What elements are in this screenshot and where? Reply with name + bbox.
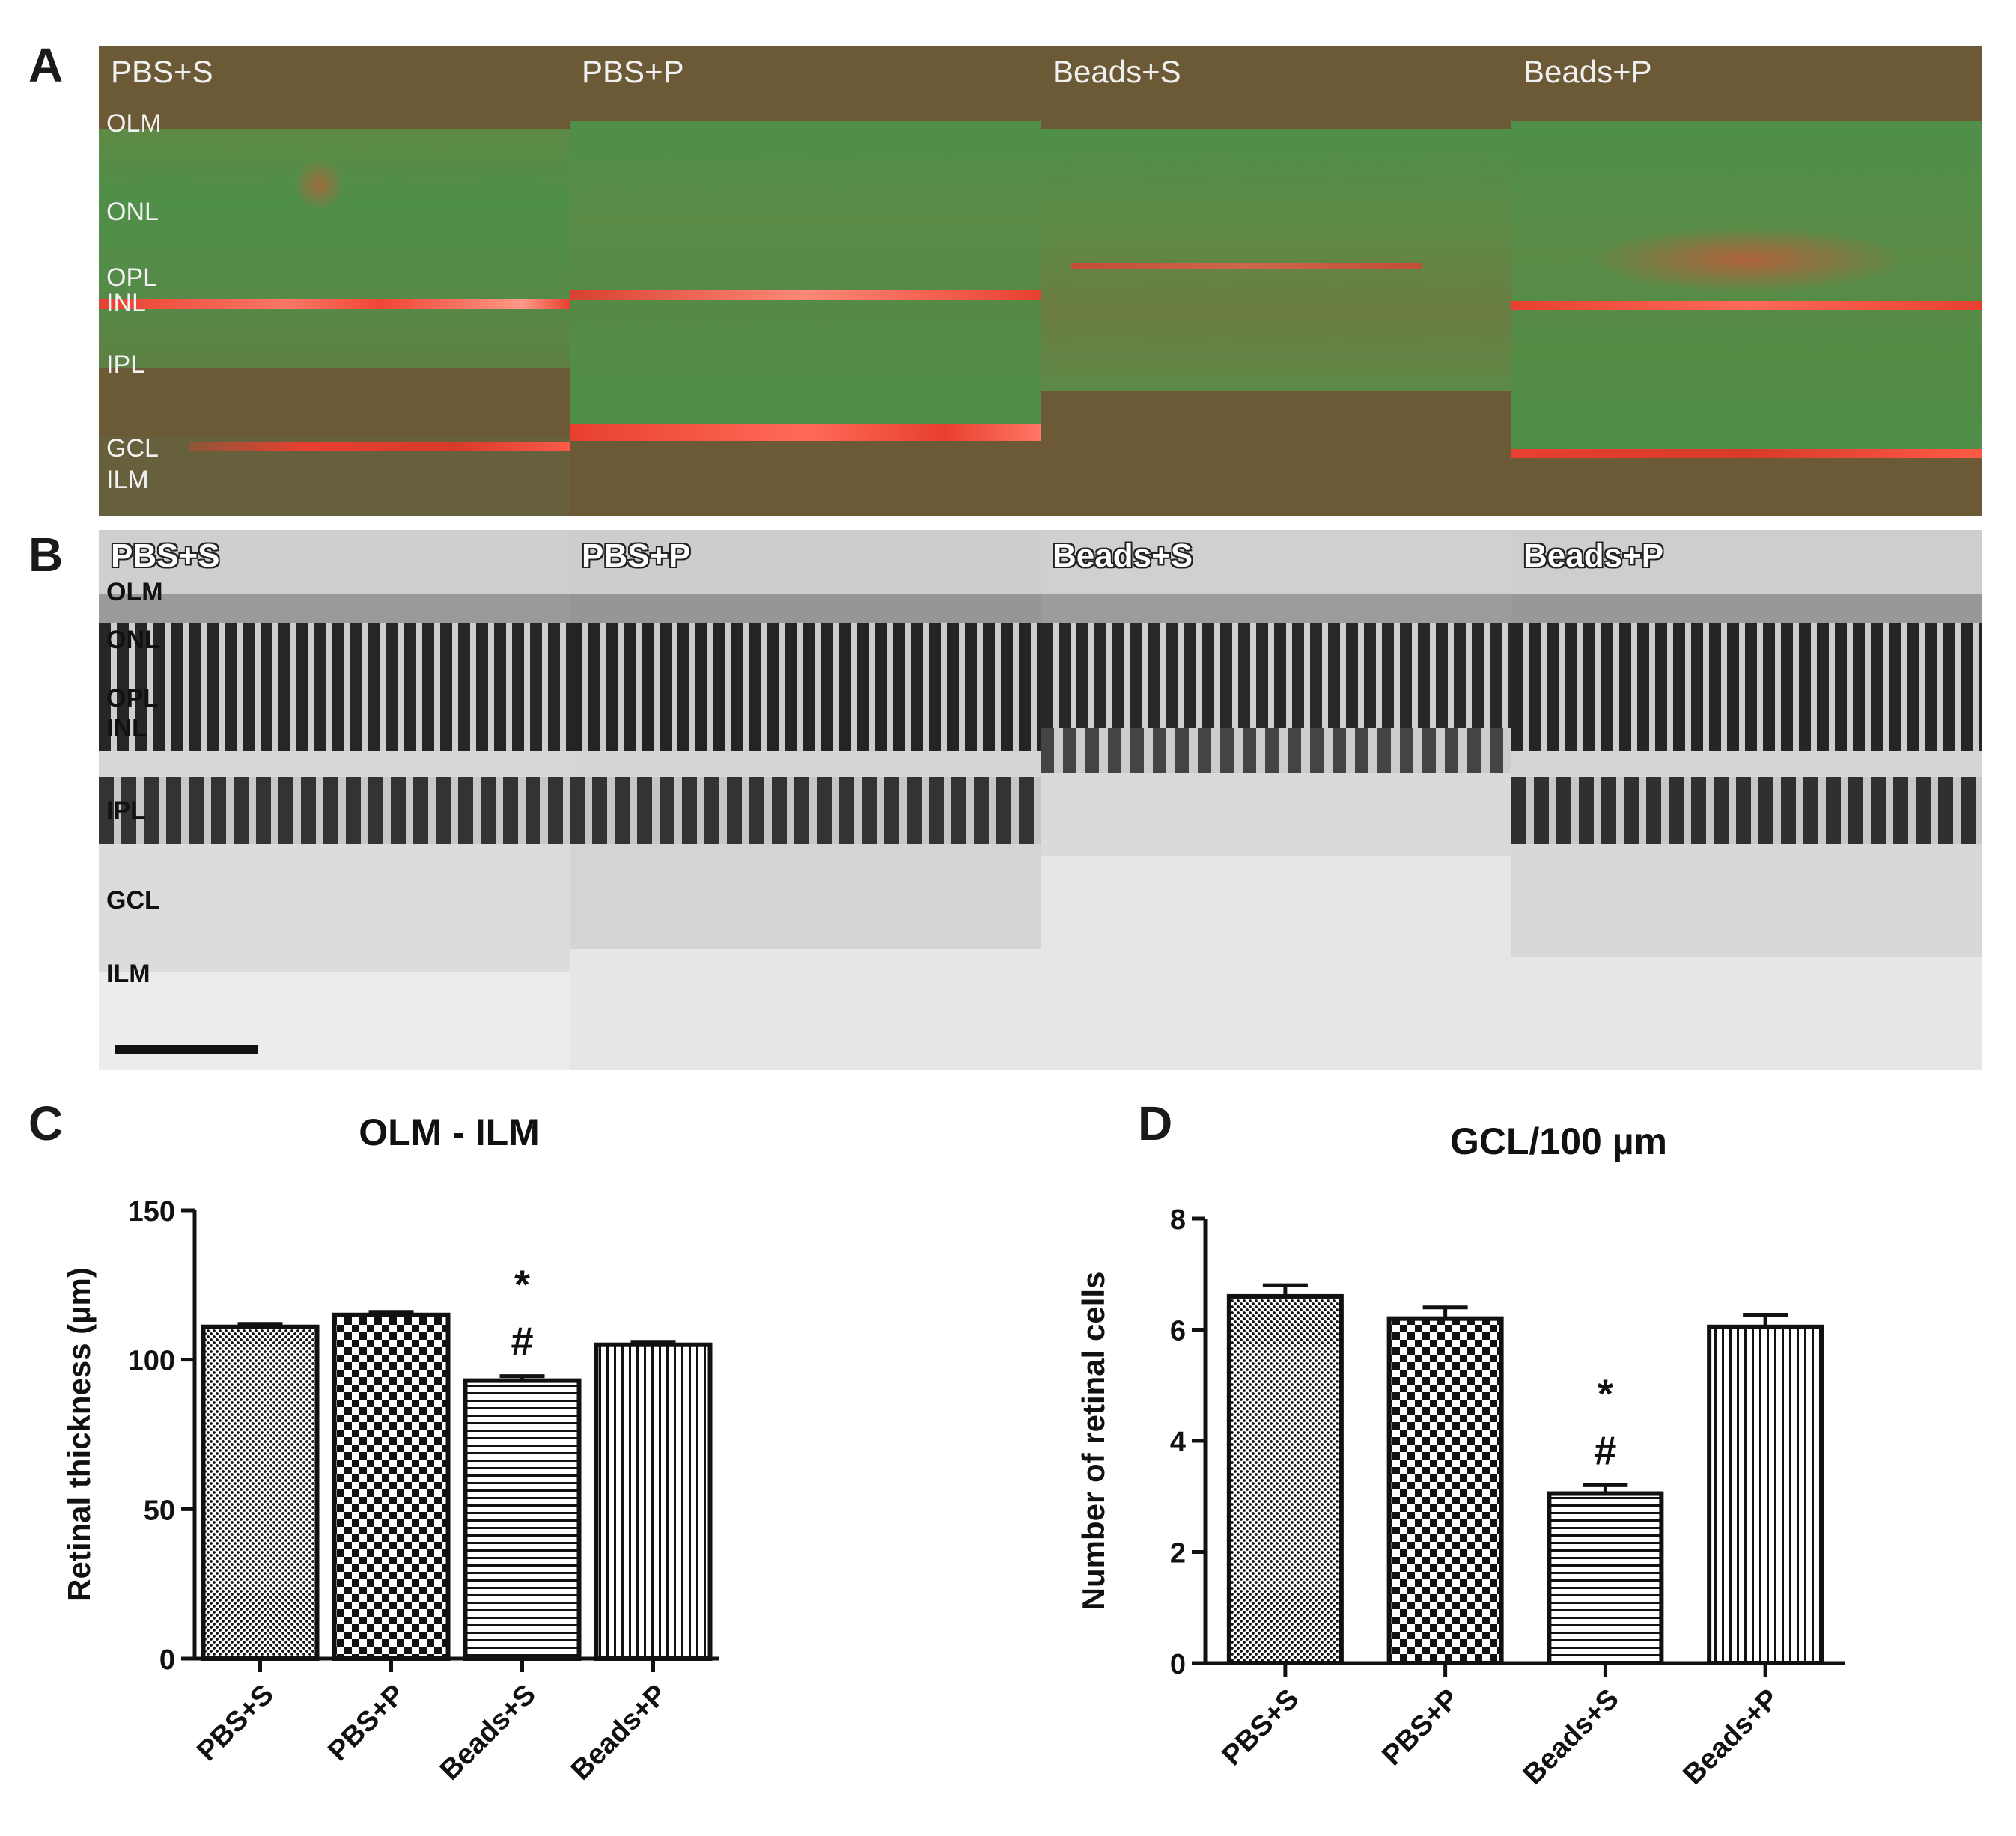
y-tick-label: 0 (159, 1644, 175, 1676)
panel-label-d: D (1138, 1097, 1173, 1150)
x-tick-label: Beads+P (1678, 1683, 1785, 1791)
histo-layer-opl: OPL (106, 684, 159, 713)
fluor-label-beads-p: Beads+P (1523, 54, 1652, 89)
bar-pbs-s (201, 1324, 320, 1661)
y-tick-label: 100 (128, 1346, 175, 1377)
bar-pbs-p (332, 1312, 451, 1661)
significance-asterisk: * (1598, 1371, 1613, 1416)
fluor-strip-beads-p: Beads+P (1511, 46, 1982, 516)
x-tick-label: Beads+S (1517, 1683, 1625, 1791)
x-tick-label: Beads+P (565, 1679, 673, 1787)
histo-label-beads-p: Beads+P (1523, 537, 1664, 574)
fluorescence-micrograph-panel: PBS+S PBS+P Beads+S Beads+P OLM ONL OPL … (99, 46, 1982, 516)
significance-hash: # (1594, 1428, 1616, 1473)
fluor-layer-ilm: ILM (106, 466, 149, 494)
bar-beads-s (1547, 1491, 1664, 1665)
chart-title: GCL/100 µm (1450, 1120, 1667, 1162)
bar-beads-s (463, 1378, 582, 1661)
y-tick-label: 50 (144, 1495, 175, 1526)
chart-title: OLM - ILM (359, 1111, 540, 1153)
y-tick-label: 0 (1170, 1649, 1186, 1680)
significance-hash: # (511, 1320, 533, 1364)
bar-pbs-p (1386, 1316, 1504, 1665)
chart-gcl-cell-count: GCL/100 µm Number of retinal cells 0 2 4 6 8 PB… (1076, 1120, 1845, 1791)
fluor-layer-onl: ONL (106, 198, 159, 226)
fluor-label-pbs-s: PBS+S (111, 54, 213, 89)
histology-micrograph-panel: PBS+S PBS+P Beads+S Beads+P OLM ONL OPL … (99, 530, 1982, 1070)
y-tick-label: 2 (1170, 1538, 1186, 1570)
fluor-layer-opl: OPL (106, 263, 158, 292)
histo-label-pbs-p: PBS+P (582, 537, 691, 574)
y-axis-label: Retinal thickness (µm) (61, 1267, 97, 1602)
x-tick-label: PBS+S (191, 1679, 280, 1768)
fluor-strip-pbs-s: PBS+S (99, 46, 570, 516)
fluor-layer-gcl: GCL (106, 434, 159, 463)
histo-strip-beads-p: Beads+P (1511, 530, 1982, 1070)
histo-layer-ilm: ILM (106, 960, 150, 988)
fluor-layer-olm: OLM (106, 109, 162, 138)
y-tick-label: 4 (1170, 1427, 1186, 1458)
fluor-strip-beads-s: Beads+S (1041, 46, 1511, 516)
histo-layer-ipl: IPL (106, 796, 146, 825)
fluor-layer-ipl: IPL (106, 350, 145, 379)
x-tick-label: Beads+S (434, 1679, 542, 1787)
panel-label-b: B (28, 528, 64, 582)
bar-pbs-s (1226, 1293, 1344, 1665)
histo-layer-gcl: GCL (106, 886, 160, 915)
bar-beads-p (594, 1342, 713, 1661)
histo-label-pbs-s: PBS+S (111, 537, 220, 574)
fluor-label-beads-s: Beads+S (1053, 54, 1181, 89)
fluor-label-pbs-p: PBS+P (582, 54, 684, 89)
x-tick-label: PBS+P (1376, 1683, 1465, 1772)
fluor-strip-pbs-p: PBS+P (570, 46, 1041, 516)
histo-label-beads-s: Beads+S (1053, 537, 1193, 574)
histo-strip-beads-s: Beads+S (1041, 530, 1511, 1070)
panel-label-c: C (28, 1097, 64, 1150)
x-tick-label: PBS+S (1216, 1683, 1306, 1772)
y-tick-label: 150 (128, 1196, 175, 1227)
panel-label-a: A (28, 38, 64, 92)
histo-strip-pbs-s: PBS+S (99, 530, 570, 1070)
histo-layer-onl: ONL (106, 626, 160, 654)
bar-beads-p (1707, 1324, 1824, 1665)
histo-layer-olm: OLM (106, 578, 163, 606)
scale-bar (115, 1045, 258, 1054)
fluor-layer-inl: INL (106, 289, 146, 317)
significance-asterisk: * (514, 1263, 530, 1308)
chart-retinal-thickness: OLM - ILM Retinal thickness (µm) 0 50 100 150… (61, 1111, 719, 1787)
y-axis-label: Number of retinal cells (1076, 1272, 1111, 1611)
x-tick-label: PBS+P (322, 1679, 411, 1768)
y-tick-label: 8 (1170, 1204, 1186, 1236)
histo-strip-pbs-p: PBS+P (570, 530, 1041, 1070)
y-tick-label: 6 (1170, 1316, 1186, 1347)
histo-layer-inl: INL (106, 714, 147, 742)
